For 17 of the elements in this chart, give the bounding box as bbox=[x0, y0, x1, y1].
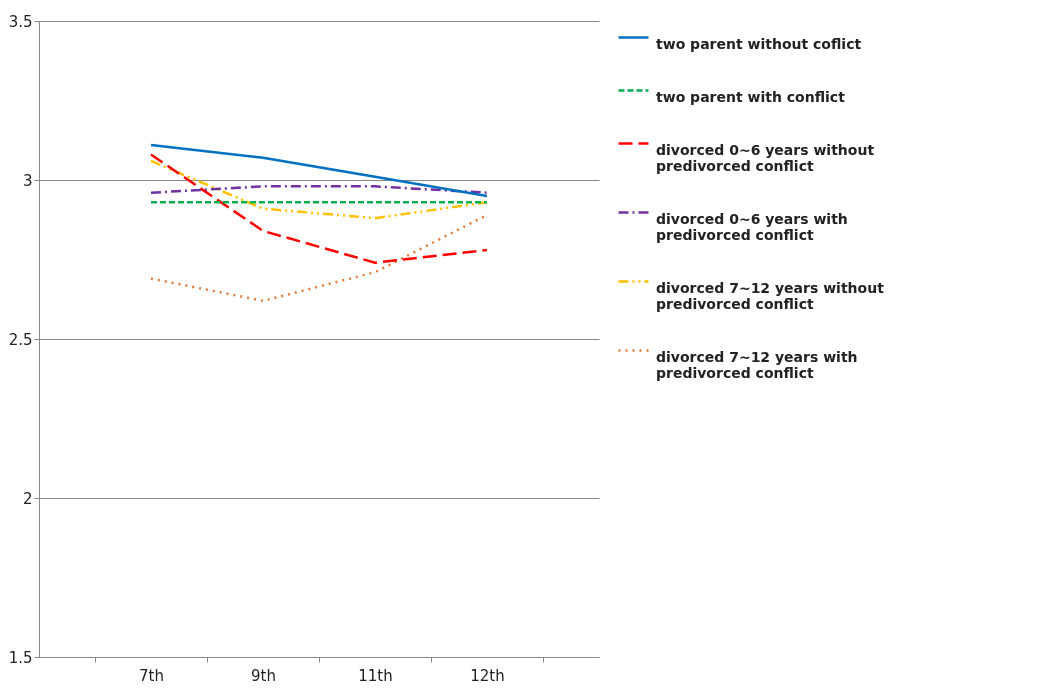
line-series bbox=[149, 143, 489, 198]
line-series bbox=[149, 153, 489, 264]
legend-label: divorced 7~12 years without predivorced conflict bbox=[656, 279, 885, 312]
y-tick-label: 2.5 bbox=[8, 330, 33, 349]
y-tick-label: 2 bbox=[22, 489, 33, 508]
legend-label: divorced 0~6 years without predivorced conflict bbox=[656, 141, 875, 174]
legend-label: two parent with conflict bbox=[656, 88, 846, 105]
x-tick-label: 7th bbox=[139, 666, 164, 685]
legend-label: divorced 7~12 years with predivorced conflict bbox=[656, 348, 858, 381]
y-tick-label: 3 bbox=[22, 171, 33, 190]
x-tick-label: 12th bbox=[470, 666, 505, 685]
x-tick-label: 11th bbox=[358, 666, 393, 685]
y-tick-label: 1.5 bbox=[8, 648, 33, 667]
legend-label: divorced 0~6 years with predivorced conflict bbox=[656, 210, 848, 243]
legend-label: two parent without coflict bbox=[656, 35, 862, 52]
x-tick-label: 9th bbox=[251, 666, 276, 685]
y-tick-label: 3.5 bbox=[8, 12, 33, 31]
